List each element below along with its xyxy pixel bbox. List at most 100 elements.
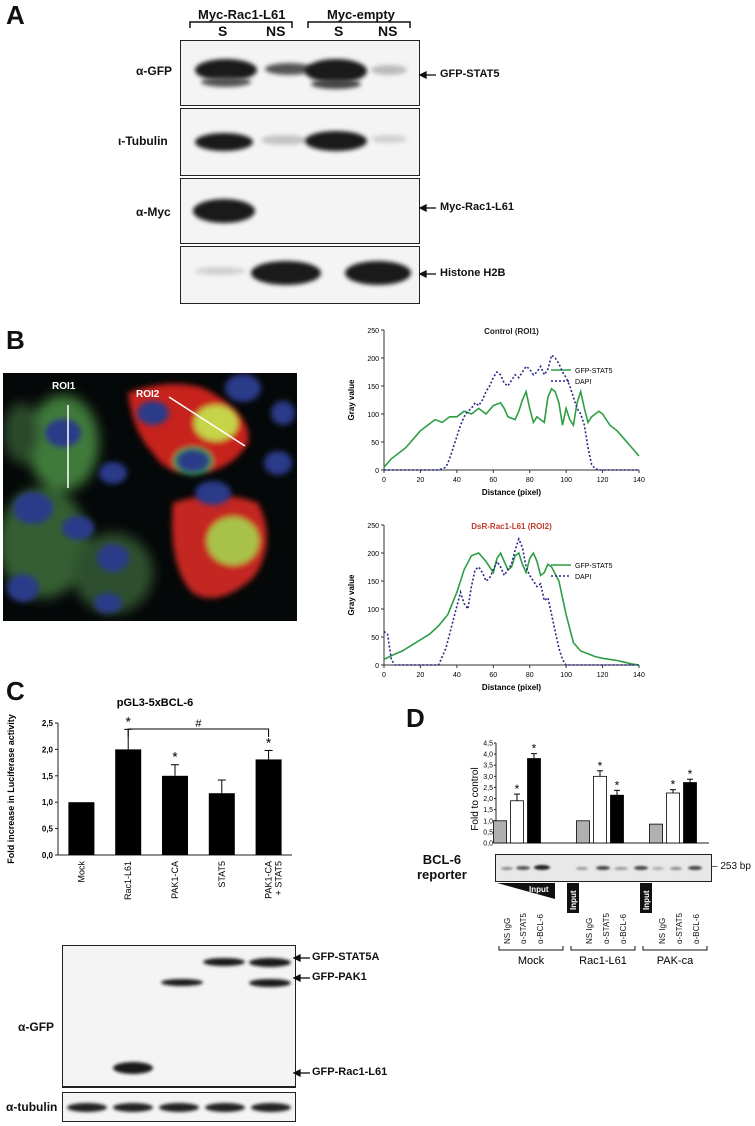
- line-chart-roi1: 0 50 100 150 200 250 0 20 40 60 80 100 120 140 Distanc…: [347, 327, 645, 497]
- y-tick-label: 2,0: [483, 796, 493, 803]
- y-tick-label: 1,0: [42, 798, 54, 807]
- bcl6-reporter-label: BCL-6 reporter: [417, 852, 467, 882]
- y-tick-label: 3,0: [483, 774, 493, 781]
- x-tick-label: 100: [560, 477, 572, 484]
- group-pak: PAK-ca: [657, 955, 694, 967]
- significance-star: *: [688, 767, 693, 781]
- reporter-line2: reporter: [417, 867, 467, 882]
- y-tick-label: 0,0: [483, 841, 493, 848]
- bar: [576, 820, 590, 844]
- series-line-dapi: [384, 353, 639, 471]
- gel-bcl6: [495, 854, 712, 882]
- bar: [666, 792, 680, 844]
- significance-bracket: [127, 728, 270, 737]
- x-tick-label: 80: [526, 672, 534, 679]
- y-axis-label: Fold to control: [470, 767, 481, 830]
- row-label-a-gfp: α-GFP: [136, 64, 173, 78]
- blot-a-tubulin: [180, 108, 420, 176]
- lane-label-ns1: NS: [266, 23, 286, 39]
- line-chart-roi2: 0 50 100 150 200 250 0 20 40 60 80 100 120 140 Distanc…: [347, 522, 645, 692]
- blot-a-histone: [180, 246, 420, 304]
- lane-stat5-2: α-STAT5: [602, 912, 611, 944]
- legend-label: GFP-STAT5: [575, 563, 613, 570]
- row-label-a-myc: α-Myc: [136, 205, 171, 219]
- chart-title: DsR-Rac1-L61 (ROI2): [471, 522, 552, 531]
- y-tick-label: 0,5: [483, 829, 493, 836]
- y-tick-label: 250: [367, 328, 379, 335]
- y-axis-label: Gray value: [347, 379, 356, 420]
- significance-star: *: [671, 778, 676, 792]
- label-gfp-pak1: GFP-PAK1: [312, 971, 367, 983]
- group-label-myc-rac1: Myc-Rac1-L61: [198, 7, 286, 22]
- group-label-myc-empty: Myc-empty: [327, 7, 395, 22]
- panel-d-letter: D: [406, 703, 425, 733]
- label-gfp-rac1: GFP-Rac1-L61: [312, 1066, 388, 1078]
- roi1-label: ROI1: [52, 381, 76, 392]
- legend-label: GFP-STAT5: [575, 368, 613, 375]
- panel-c-letter: C: [6, 676, 25, 706]
- x-tick-label: STAT5: [217, 861, 227, 888]
- panel-a-letter: A: [6, 0, 25, 30]
- y-tick-label: 3,5: [483, 763, 493, 770]
- x-tick-label: 40: [453, 477, 461, 484]
- x-tick-label: 20: [417, 672, 425, 679]
- reporter-line1: BCL-6: [422, 852, 462, 867]
- x-tick-label: 120: [597, 477, 609, 484]
- y-tick-label: 100: [367, 412, 379, 419]
- bar: [510, 800, 524, 844]
- y-tick-label: 2,5: [42, 719, 54, 728]
- roi2-label: ROI2: [136, 389, 160, 400]
- bar: [593, 775, 607, 844]
- significance-star: *: [532, 742, 537, 756]
- y-tick-label: 4,0: [483, 752, 493, 759]
- x-tick-label: 20: [417, 477, 425, 484]
- panel-c-arrows: [292, 953, 310, 1078]
- y-tick-label: 100: [367, 607, 379, 614]
- y-tick-label: 50: [371, 635, 379, 642]
- lane-stat5-1: α-STAT5: [519, 912, 528, 944]
- x-tick-label: 60: [489, 672, 497, 679]
- x-tick-label: Mock: [76, 861, 86, 883]
- lane-ns-igg-1: NS IgG: [503, 918, 512, 944]
- x-tick-label: Rac1-L61: [123, 861, 133, 900]
- series-line-gfp-stat5: [383, 387, 640, 468]
- panel-d-lane-labels: Input Input Input NS IgG α-STAT5 α-BCL-6…: [497, 883, 708, 967]
- y-tick-label: 0,5: [42, 825, 54, 834]
- x-tick-label: 120: [597, 672, 609, 679]
- blot-c-tubulin: [62, 1092, 296, 1122]
- label-gfp-stat5a: GFP-STAT5A: [312, 951, 380, 963]
- y-tick-label: 200: [367, 551, 379, 558]
- group-label-myc-empty-text: Myc-empty: [327, 7, 395, 22]
- group-mock: Mock: [518, 955, 545, 967]
- y-tick-label: 1,5: [42, 772, 54, 781]
- significance-hash: #: [195, 718, 202, 730]
- y-tick-label: 0,0: [42, 851, 54, 860]
- bar: [493, 820, 507, 844]
- chart-title: Control (ROI1): [484, 327, 539, 336]
- row-label-c-tubulin: α-tubulin: [6, 1100, 58, 1114]
- y-tick-label: 0: [375, 663, 379, 670]
- input-label-pak: Input: [642, 890, 651, 910]
- bar: [255, 759, 282, 855]
- bar: [683, 782, 697, 844]
- lane-bcl6-1: α-BCL-6: [536, 913, 545, 944]
- x-tick-label: 0: [382, 672, 386, 679]
- blot-c-gfp: [62, 945, 296, 1088]
- y-tick-label: 200: [367, 356, 379, 363]
- bar: [162, 775, 188, 855]
- significance-star: *: [266, 734, 272, 750]
- significance-star: *: [172, 749, 178, 765]
- significance-star: *: [515, 782, 520, 796]
- bar: [208, 793, 235, 855]
- lane-label-s2: S: [334, 23, 344, 39]
- y-tick-label: 150: [367, 384, 379, 391]
- label-histone-h2b: Histone H2B: [440, 267, 506, 279]
- x-tick-label: 60: [489, 477, 497, 484]
- label-myc-rac1: Myc-Rac1-L61: [440, 201, 514, 213]
- y-tick-label: 2,0: [42, 745, 54, 754]
- row-label-a-tubulin: ι-Tubulin: [118, 134, 168, 148]
- label-gfp-stat5: GFP-STAT5: [440, 68, 500, 80]
- bar: [527, 758, 541, 844]
- lane-stat5-3: α-STAT5: [675, 912, 684, 944]
- bar: [68, 802, 95, 855]
